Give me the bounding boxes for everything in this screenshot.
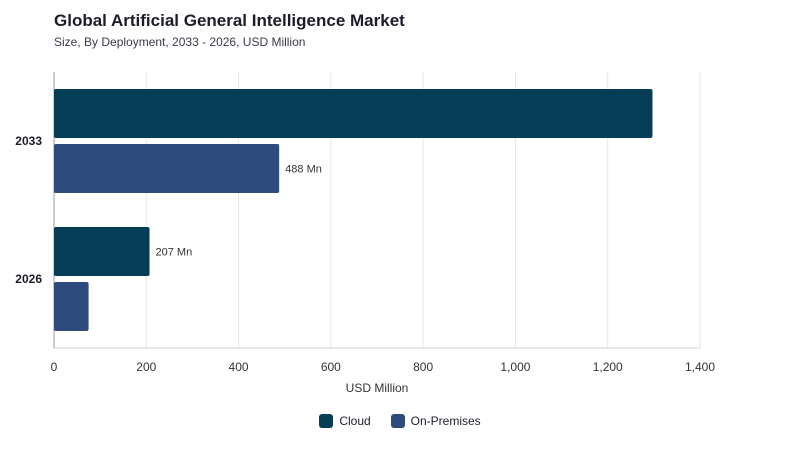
x-tick-label-3: 600 [321, 360, 341, 374]
x-tick-label-1: 200 [136, 360, 156, 374]
y-category-label-2033: 2033 [15, 134, 42, 148]
legend-label: On-Premises [410, 414, 481, 428]
data-label-on-premises-2033: 488 Mn [285, 164, 322, 176]
y-category-label-2026: 2026 [15, 272, 42, 286]
x-tick-label-5: 1,000 [500, 360, 530, 374]
x-tick-label-0: 0 [51, 360, 58, 374]
chart-subtitle: Size, By Deployment, 2033 - 2026, USD Mi… [54, 35, 306, 49]
x-tick-label-7: 1,400 [685, 360, 715, 374]
legend: Cloud On-Premises [0, 414, 800, 428]
x-tick-label-4: 800 [413, 360, 433, 374]
data-label-cloud-2026: 207 Mn [156, 247, 193, 259]
x-tick-label-2: 400 [229, 360, 249, 374]
legend-item-cloud[interactable]: Cloud [319, 414, 371, 428]
x-axis-title: USD Million [346, 381, 409, 395]
bar-cloud-2026 [54, 227, 150, 276]
bar-cloud-2033 [54, 89, 653, 138]
legend-label: Cloud [339, 414, 371, 428]
legend-swatch [390, 414, 405, 428]
legend-swatch [319, 414, 334, 428]
bars [54, 89, 653, 331]
bar-on-premises-2026 [54, 282, 89, 331]
chart-labels: 0 200 400 600 800 1,000 1,200 1,400 488 Mn 2033 20… [15, 134, 715, 374]
bar-on-premises-2033 [54, 144, 280, 193]
chart-title: Global Artificial General Intelligence M… [54, 11, 405, 30]
legend-item-on-premises[interactable]: On-Premises [390, 414, 481, 428]
x-tick-label-6: 1,200 [593, 360, 623, 374]
